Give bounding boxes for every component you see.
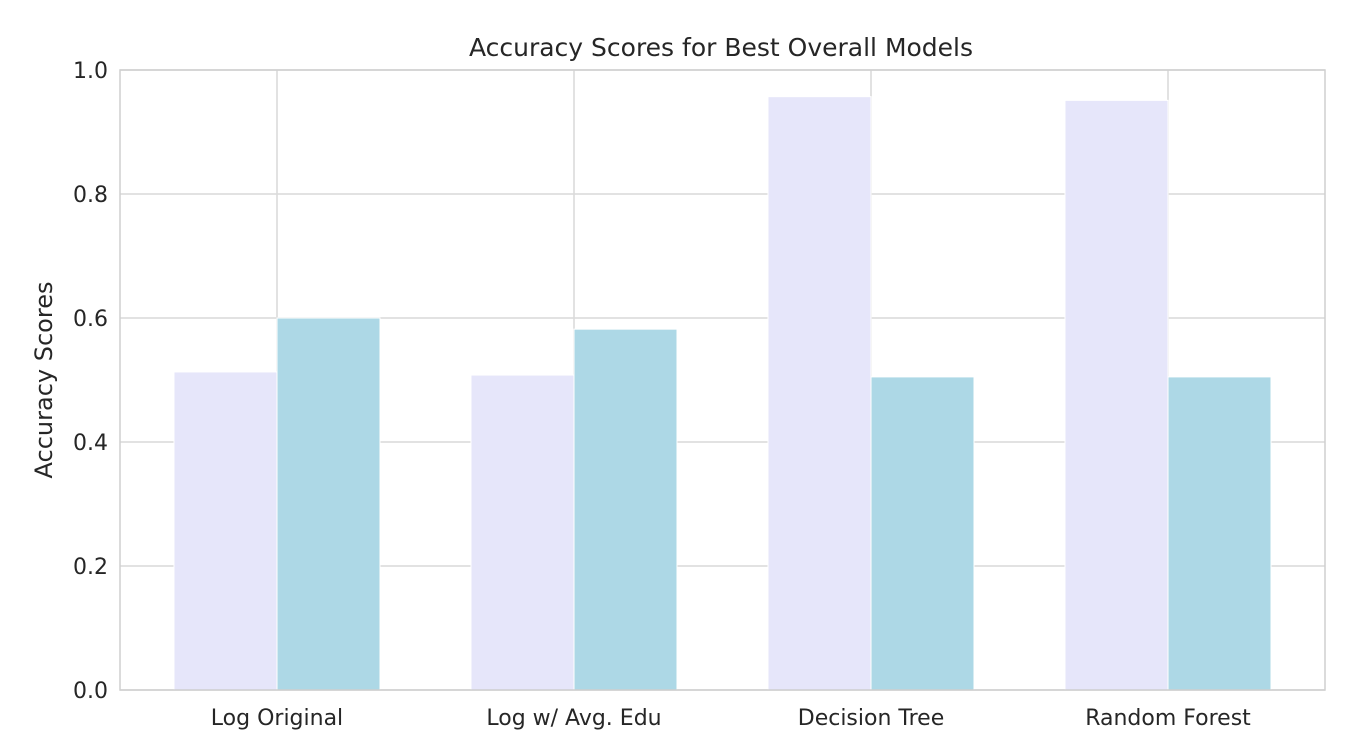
bar-series-1-2 [470,374,575,691]
y-tick-label: 0.2 [73,555,108,580]
y-tick-label: 0.6 [73,307,108,332]
bar-series-1-3 [767,96,872,691]
x-tick-label: Log Original [211,706,343,731]
y-tick-label: 0.4 [73,431,108,456]
y-tick-label: 1.0 [73,59,108,84]
y-tick-label: 0.0 [73,679,108,704]
bar-series-1-4 [1064,99,1169,691]
bar-series-2-2 [573,328,678,691]
x-tick-label: Log w/ Avg. Edu [486,706,661,731]
x-tick-label: Random Forest [1085,706,1251,731]
chart-title: Accuracy Scores for Best Overall Models [469,33,973,62]
tick-layer: 0.0 0.2 0.4 0.6 0.8 1.0 Log Original Log w/ Avg… [73,59,1251,731]
y-tick-label: 0.8 [73,183,108,208]
plot-frame [119,69,1326,691]
x-tick-label: Decision Tree [798,706,945,731]
bar-series-2-1 [276,317,381,691]
bar-layer [173,96,1272,691]
bar-series-2-3 [870,376,975,691]
bar-series-1-1 [173,371,278,691]
bar-series-2-4 [1167,376,1272,691]
y-axis-label: Accuracy Scores [30,282,58,479]
